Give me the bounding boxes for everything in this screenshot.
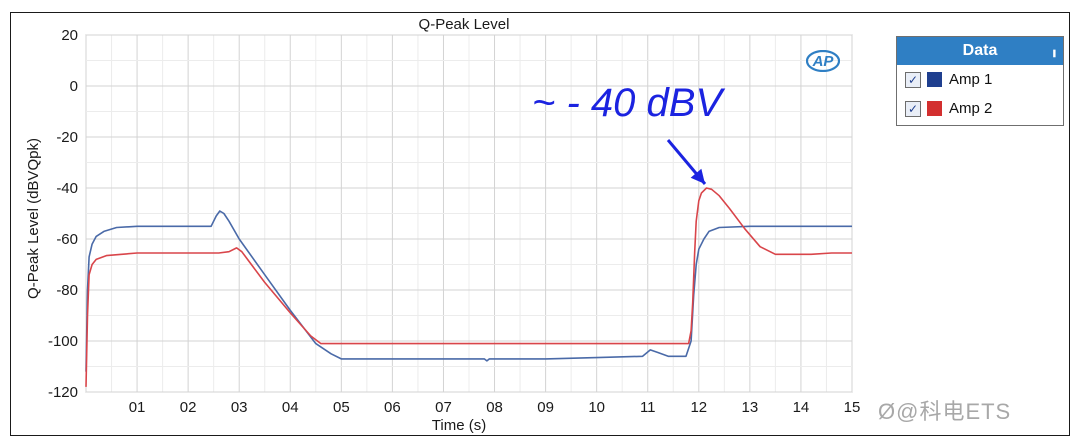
y-tick-label: -120 — [48, 384, 78, 401]
legend-checkbox-amp-1[interactable]: ✓ — [905, 71, 921, 88]
x-tick-label: 12 — [690, 399, 707, 416]
legend-checkbox-amp-2[interactable]: ✓ — [905, 100, 921, 117]
x-tick-label: 10 — [588, 399, 605, 416]
y-axis-label: Q-Peak Level (dBVQpk) — [25, 138, 42, 299]
x-tick-label: 15 — [844, 399, 861, 416]
x-tick-label: 07 — [435, 399, 452, 416]
y-tick-label: -60 — [56, 231, 78, 248]
annotation-arrowhead — [690, 168, 706, 184]
series-line-amp-2 — [85, 187, 852, 387]
pin-icon[interactable]: ╻ — [1050, 43, 1058, 57]
annotation-text: ~ - 40 dBV — [532, 81, 725, 125]
x-tick-label: 04 — [282, 399, 299, 416]
legend-swatch-amp-1 — [927, 72, 942, 87]
x-tick-label: 13 — [742, 399, 759, 416]
legend-item-amp-1[interactable]: ✓ Amp 1 — [897, 65, 1063, 94]
y-tick-label: -80 — [56, 282, 78, 299]
x-tick-label: 06 — [384, 399, 401, 416]
y-tick-label: -40 — [56, 180, 78, 197]
y-tick-label: -100 — [48, 333, 78, 350]
watermark: Ø@科电ETS — [878, 399, 1012, 424]
legend-item-amp-2[interactable]: ✓ Amp 2 — [897, 94, 1063, 123]
x-tick-label: 11 — [640, 399, 656, 416]
x-axis-label: Time (s) — [432, 417, 486, 434]
chart-title: Q-Peak Level — [419, 16, 510, 33]
x-tick-label: 03 — [231, 399, 248, 416]
svg-text:AP: AP — [812, 53, 835, 70]
legend-label-amp-1: Amp 1 — [949, 71, 993, 88]
legend-header: Data ╻ — [897, 37, 1063, 65]
x-tick-label: 14 — [793, 399, 810, 416]
legend-swatch-amp-2 — [927, 101, 942, 116]
y-tick-label: -20 — [56, 129, 78, 146]
legend-title: Data — [962, 42, 998, 59]
x-tick-label: 09 — [537, 399, 554, 416]
y-tick-label: 20 — [61, 27, 78, 44]
ap-logo: AP — [806, 50, 840, 72]
legend-panel: Data ╻ ✓ Amp 1 ✓ Amp 2 — [896, 36, 1064, 126]
legend-label-amp-2: Amp 2 — [949, 100, 993, 117]
x-tick-label: 05 — [333, 399, 350, 416]
x-tick-label: 01 — [129, 399, 146, 416]
x-tick-label: 02 — [180, 399, 197, 416]
x-tick-label: 08 — [486, 399, 503, 416]
y-tick-label: 0 — [70, 78, 78, 95]
series-line-amp-1 — [85, 210, 852, 372]
